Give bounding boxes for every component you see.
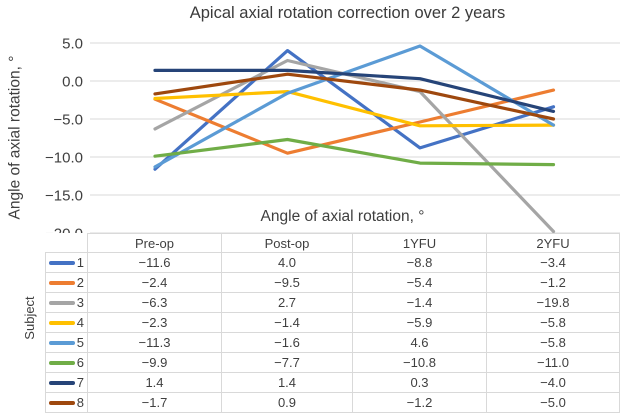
legend-cell: 5 bbox=[45, 333, 88, 353]
value-cell: −19.8 bbox=[487, 293, 620, 313]
column-header: 2YFU bbox=[487, 233, 620, 253]
column-header: Post-op bbox=[222, 233, 353, 253]
value-cell: −4.0 bbox=[487, 373, 620, 393]
value-cell: −1.7 bbox=[88, 393, 222, 413]
legend-key-icon bbox=[49, 280, 75, 285]
series-line-6 bbox=[153, 137, 556, 167]
legend-cell: 7 bbox=[45, 373, 88, 393]
value-cell: −5.0 bbox=[487, 393, 620, 413]
value-cell: 2.7 bbox=[222, 293, 353, 313]
value-cell: −5.9 bbox=[353, 313, 487, 333]
y-tick-label: 0.0 bbox=[62, 74, 83, 91]
inner-axis-title: Angle of axial rotation, ° bbox=[260, 208, 425, 225]
legend-cell: 1 bbox=[45, 253, 88, 273]
y-tick-label: −15.0 bbox=[45, 188, 83, 205]
legend-key-icon bbox=[49, 320, 75, 325]
value-cell: −8.8 bbox=[353, 253, 487, 273]
series-label: 6 bbox=[76, 355, 84, 370]
series-label: 8 bbox=[76, 395, 84, 410]
series-label: 1 bbox=[76, 255, 84, 270]
line-chart: 5.00.0−5.0−10.0−15.0−20.0 bbox=[45, 36, 620, 240]
series-line-8 bbox=[153, 72, 556, 121]
value-cell: −1.6 bbox=[222, 333, 353, 353]
value-cell: −9.5 bbox=[222, 273, 353, 293]
legend-key-icon bbox=[49, 400, 75, 405]
value-cell: −5.8 bbox=[487, 313, 620, 333]
legend-key-icon bbox=[49, 300, 75, 305]
legend-cell: 6 bbox=[45, 353, 88, 373]
value-cell: −9.9 bbox=[88, 353, 222, 373]
legend-key-icon bbox=[49, 360, 75, 365]
value-cell: 4.6 bbox=[353, 333, 487, 353]
series-line-7 bbox=[153, 68, 556, 114]
value-cell: −1.2 bbox=[353, 393, 487, 413]
value-cell: 4.0 bbox=[222, 253, 353, 273]
value-cell: 1.4 bbox=[222, 373, 353, 393]
series-label: 3 bbox=[76, 295, 84, 310]
value-cell: −1.2 bbox=[487, 273, 620, 293]
legend-cell: 8 bbox=[45, 393, 88, 413]
legend-cell: 4 bbox=[45, 313, 88, 333]
data-table: Pre-op Post-op 1YFU 2YFU 1 −11.6 4.0 −8.8 −3.4 2−… bbox=[45, 233, 620, 413]
row-axis-label: Subject bbox=[22, 296, 37, 340]
value-cell: 1.4 bbox=[88, 373, 222, 393]
legend-key-icon bbox=[49, 340, 75, 345]
column-header: 1YFU bbox=[353, 233, 487, 253]
column-header: Pre-op bbox=[88, 233, 222, 253]
value-cell: −11.6 bbox=[88, 253, 222, 273]
value-cell: −1.4 bbox=[353, 293, 487, 313]
series-line-5 bbox=[153, 44, 556, 169]
value-cell: −10.8 bbox=[353, 353, 487, 373]
value-cell: −7.7 bbox=[222, 353, 353, 373]
chart-title: Apical axial rotation correction over 2 … bbox=[189, 4, 506, 22]
value-cell: −6.3 bbox=[88, 293, 222, 313]
table-corner-cell bbox=[45, 233, 88, 253]
series-label: 5 bbox=[76, 335, 84, 350]
value-cell: −3.4 bbox=[487, 253, 620, 273]
y-tick-label: 5.0 bbox=[62, 36, 83, 53]
value-cell: −11.0 bbox=[487, 353, 620, 373]
y-axis-title: Angle of axial rotation, ° bbox=[6, 55, 24, 220]
value-cell: −2.3 bbox=[88, 313, 222, 333]
y-tick-label: −10.0 bbox=[45, 150, 83, 167]
value-cell: −5.8 bbox=[487, 333, 620, 353]
value-cell: 0.3 bbox=[353, 373, 487, 393]
series-label: 7 bbox=[76, 375, 84, 390]
series-label: 2 bbox=[76, 275, 84, 290]
legend-key-icon bbox=[49, 380, 75, 385]
y-tick-label: −5.0 bbox=[53, 112, 83, 129]
value-cell: −2.4 bbox=[88, 273, 222, 293]
series-line-1 bbox=[153, 48, 556, 171]
value-cell: −1.4 bbox=[222, 313, 353, 333]
value-cell: −5.4 bbox=[353, 273, 487, 293]
value-cell: 0.9 bbox=[222, 393, 353, 413]
series-line-4 bbox=[153, 89, 556, 128]
legend-cell: 2 bbox=[45, 273, 88, 293]
value-cell: −11.3 bbox=[88, 333, 222, 353]
legend-cell: 3 bbox=[45, 293, 88, 313]
series-label: 4 bbox=[76, 315, 84, 330]
legend-key-icon bbox=[49, 260, 75, 265]
